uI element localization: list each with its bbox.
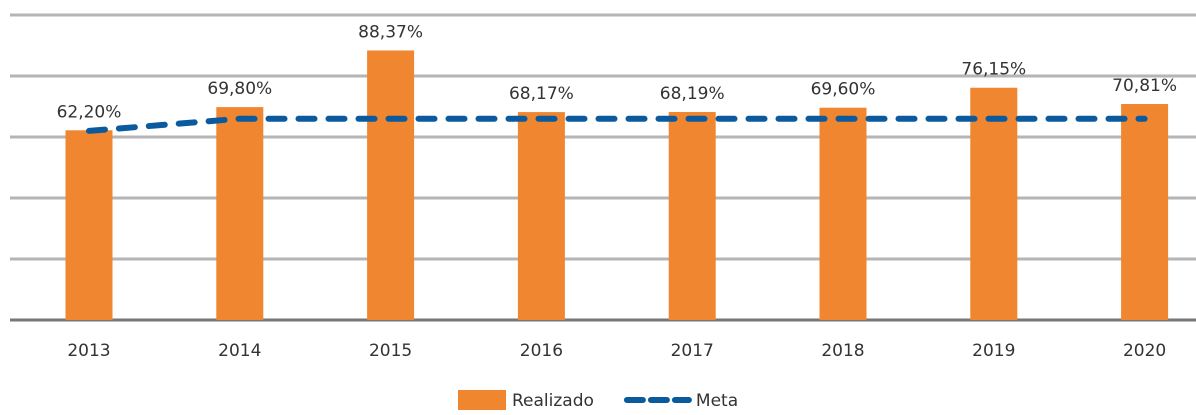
value-label: 62,20% [57, 102, 122, 122]
x-tick-label: 2017 [671, 341, 714, 361]
x-tick-label: 2020 [1123, 341, 1166, 361]
x-tick-label: 2019 [972, 341, 1015, 361]
x-tick-label: 2014 [218, 341, 261, 361]
bar [367, 50, 415, 321]
x-tick-label: 2013 [67, 341, 110, 361]
bar [668, 112, 716, 320]
value-label: 68,17% [509, 84, 574, 104]
x-tick-label: 2018 [821, 341, 864, 361]
legend-label: Realizado [512, 391, 594, 411]
x-tick-label: 2015 [369, 341, 412, 361]
bar [1121, 104, 1169, 320]
legend-label: Meta [696, 391, 738, 411]
bar [819, 107, 867, 320]
line [86, 115, 1148, 134]
bar [517, 112, 565, 320]
bar [216, 107, 264, 320]
bar [970, 87, 1018, 321]
value-label: 70,81% [1112, 76, 1177, 96]
bar [65, 130, 113, 320]
x-tick-label: 2016 [520, 341, 563, 361]
value-label: 68,19% [660, 84, 725, 104]
value-label: 76,15% [961, 60, 1026, 80]
value-label: 69,60% [811, 80, 876, 100]
value-label: 69,80% [207, 79, 272, 99]
legend-swatch [458, 390, 506, 410]
value-label: 88,37% [358, 22, 423, 42]
